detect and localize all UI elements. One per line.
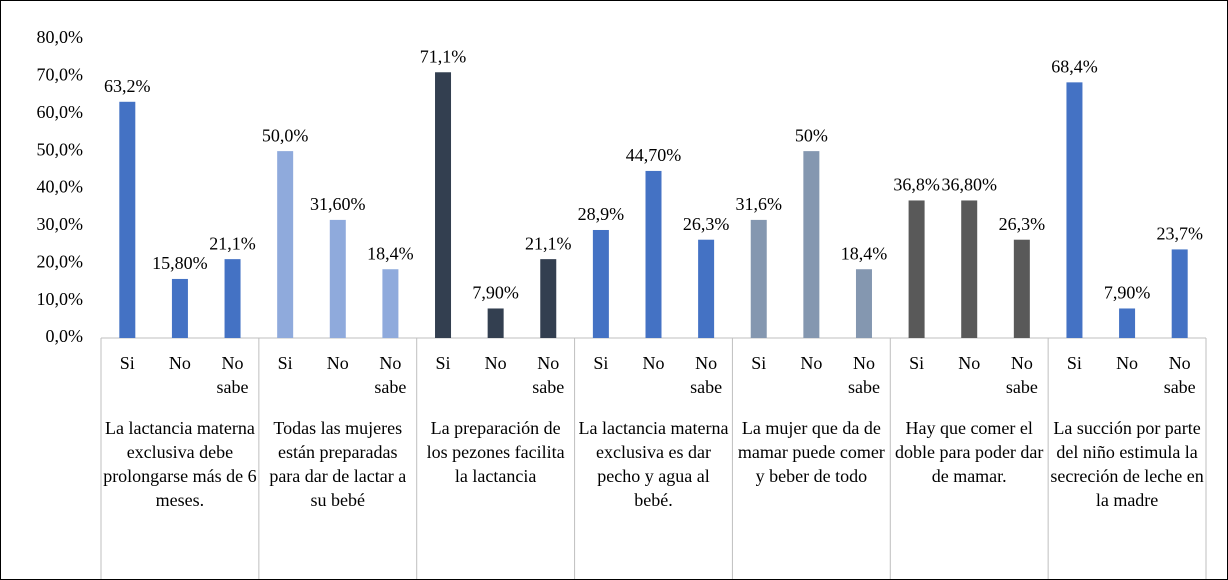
y-tick-label: 60,0% bbox=[37, 102, 84, 122]
bar bbox=[1066, 82, 1083, 338]
group-label: La mujer que da de mamar puede comer y b… bbox=[737, 418, 885, 486]
value-label: 7,90% bbox=[1104, 283, 1151, 303]
value-label: 68,4% bbox=[1051, 56, 1098, 76]
value-label: 7,90% bbox=[472, 283, 519, 303]
x-tick-label: No sabe bbox=[532, 353, 565, 397]
x-tick-label: No bbox=[326, 353, 349, 373]
value-label: 21,1% bbox=[209, 233, 256, 253]
x-tick-label: No sabe bbox=[1005, 353, 1038, 397]
x-tick-label: Si bbox=[909, 353, 925, 373]
x-tick-label: Si bbox=[593, 353, 609, 373]
value-label: 31,60% bbox=[310, 194, 366, 214]
value-label: 18,4% bbox=[367, 243, 414, 263]
bar bbox=[855, 269, 872, 338]
y-tick-label: 0,0% bbox=[46, 326, 84, 346]
bar bbox=[1013, 239, 1030, 338]
value-label: 26,3% bbox=[999, 214, 1046, 234]
value-label: 63,2% bbox=[104, 76, 151, 96]
value-label: 44,70% bbox=[626, 145, 682, 165]
group-label: La lactancia materna exclusiva debe prol… bbox=[103, 418, 257, 510]
x-tick-label: Si bbox=[751, 353, 767, 373]
bar bbox=[750, 219, 767, 338]
y-tick-label: 30,0% bbox=[37, 214, 84, 234]
x-tick-label: No sabe bbox=[847, 353, 880, 397]
y-tick-label: 40,0% bbox=[37, 177, 84, 197]
x-tick-label: Si bbox=[119, 353, 135, 373]
y-tick-label: 70,0% bbox=[37, 65, 84, 85]
value-label: 31,6% bbox=[735, 194, 782, 214]
bar bbox=[592, 229, 609, 338]
x-tick-label: No sabe bbox=[690, 353, 723, 397]
value-label: 50% bbox=[795, 125, 828, 145]
x-tick-label: No bbox=[958, 353, 981, 373]
bar bbox=[645, 170, 662, 338]
bar bbox=[540, 259, 557, 338]
x-tick-label: No bbox=[168, 353, 191, 373]
x-tick-label: No bbox=[642, 353, 665, 373]
bar bbox=[224, 259, 241, 338]
bar bbox=[329, 219, 346, 338]
x-tick-label: No bbox=[1116, 353, 1139, 373]
value-label: 18,4% bbox=[841, 243, 888, 263]
bar bbox=[382, 269, 399, 338]
bar bbox=[961, 200, 978, 338]
bar bbox=[119, 101, 136, 338]
x-tick-label: Si bbox=[1066, 353, 1082, 373]
value-label: 36,80% bbox=[941, 175, 997, 195]
y-tick-label: 80,0% bbox=[37, 27, 84, 47]
bar bbox=[435, 72, 452, 339]
bar bbox=[277, 151, 294, 338]
bar bbox=[803, 151, 820, 338]
value-label: 23,7% bbox=[1156, 224, 1203, 244]
group-label: Todas las mujeres están preparadas para … bbox=[269, 418, 407, 510]
value-label: 26,3% bbox=[683, 214, 730, 234]
value-label: 15,80% bbox=[152, 253, 208, 273]
x-tick-label: No sabe bbox=[1163, 353, 1196, 397]
value-label: 36,8% bbox=[893, 175, 940, 195]
bar bbox=[487, 308, 504, 338]
value-label: 28,9% bbox=[578, 204, 625, 224]
x-tick-label: Si bbox=[277, 353, 293, 373]
x-tick-label: Si bbox=[435, 353, 451, 373]
x-tick-label: No bbox=[800, 353, 823, 373]
bar bbox=[908, 200, 925, 338]
y-tick-label: 20,0% bbox=[37, 251, 84, 271]
x-tick-label: No sabe bbox=[216, 353, 249, 397]
bar bbox=[698, 239, 715, 338]
group-label: La preparación de los pezones facilita l… bbox=[426, 418, 565, 486]
y-tick-label: 10,0% bbox=[37, 289, 84, 309]
y-tick-label: 50,0% bbox=[37, 139, 84, 159]
value-label: 71,1% bbox=[420, 46, 467, 66]
value-label: 50,0% bbox=[262, 125, 309, 145]
bar bbox=[1171, 249, 1188, 338]
group-label: Hay que comer el doble para poder dar de… bbox=[894, 418, 1044, 486]
value-label: 21,1% bbox=[525, 233, 572, 253]
x-tick-label: No bbox=[484, 353, 507, 373]
bar bbox=[1119, 308, 1136, 338]
group-label: La lactancia materna exclusiva es dar pe… bbox=[578, 418, 729, 510]
x-tick-label: No sabe bbox=[374, 353, 407, 397]
group-label: La succión por parte del niño estimula l… bbox=[1050, 418, 1204, 510]
bar bbox=[171, 278, 188, 338]
